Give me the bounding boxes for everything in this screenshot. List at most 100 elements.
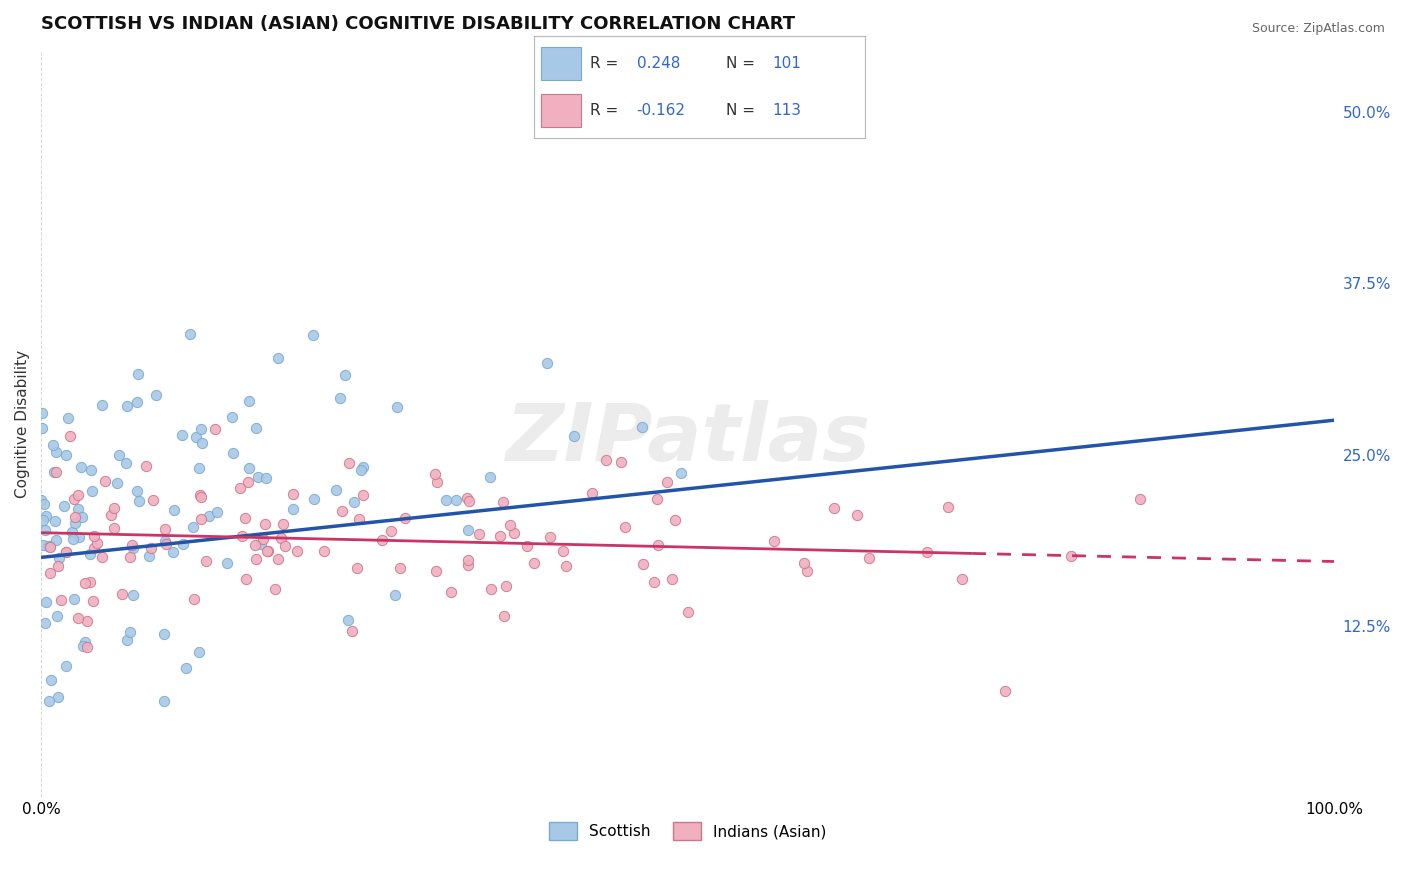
Point <box>1060 549 1083 563</box>
Point <box>254 471 277 485</box>
Point <box>337 613 360 627</box>
Point <box>346 561 368 575</box>
Point <box>46 690 69 704</box>
Point <box>762 534 785 549</box>
Point <box>503 525 526 540</box>
Point <box>523 557 546 571</box>
Point <box>39 673 62 687</box>
Point <box>643 575 665 590</box>
Point <box>70 460 93 475</box>
FancyBboxPatch shape <box>541 47 581 79</box>
Point <box>330 504 353 518</box>
Point <box>67 610 90 624</box>
Point <box>499 517 522 532</box>
Point <box>55 658 77 673</box>
Point <box>994 683 1017 698</box>
Point <box>664 513 686 527</box>
Point <box>83 529 105 543</box>
Point <box>42 465 65 479</box>
Point <box>352 460 374 475</box>
Point <box>63 516 86 530</box>
Point <box>187 645 209 659</box>
Point <box>267 552 290 566</box>
Point <box>343 494 366 508</box>
Point <box>105 476 128 491</box>
Point <box>115 399 138 413</box>
Point <box>195 554 218 568</box>
Point <box>267 351 290 365</box>
Point <box>39 539 62 553</box>
Point <box>46 558 69 573</box>
Point <box>235 573 257 587</box>
Point <box>179 326 201 341</box>
Point <box>44 514 66 528</box>
Point <box>145 388 167 402</box>
Point <box>538 530 561 544</box>
Point <box>153 534 176 549</box>
Point <box>516 539 538 553</box>
Point <box>256 544 278 558</box>
Point <box>281 487 304 501</box>
Point <box>138 549 160 563</box>
Point <box>111 587 134 601</box>
Point <box>66 488 89 502</box>
Point <box>329 391 352 405</box>
Point <box>796 564 818 578</box>
Point <box>32 538 55 552</box>
Y-axis label: Cognitive Disability: Cognitive Disability <box>15 350 30 498</box>
Point <box>56 410 79 425</box>
Point <box>394 510 416 524</box>
Point <box>495 579 517 593</box>
Point <box>221 410 243 425</box>
Point <box>100 508 122 522</box>
Text: ZIPatlas: ZIPatlas <box>505 400 870 477</box>
Point <box>1129 491 1152 506</box>
Text: SCOTTISH VS INDIAN (ASIAN) COGNITIVE DISABILITY CORRELATION CHART: SCOTTISH VS INDIAN (ASIAN) COGNITIVE DIS… <box>41 15 796 33</box>
Point <box>31 513 53 527</box>
Point <box>48 551 70 566</box>
Point <box>423 467 446 482</box>
Point <box>246 470 269 484</box>
Point <box>631 557 654 571</box>
Point <box>122 588 145 602</box>
Point <box>337 456 360 470</box>
Point <box>489 529 512 543</box>
Point <box>793 557 815 571</box>
Point <box>349 463 371 477</box>
Point <box>118 549 141 564</box>
Point <box>302 491 325 506</box>
Point <box>645 491 668 506</box>
Text: 113: 113 <box>772 103 801 118</box>
Point <box>655 475 678 489</box>
Point <box>457 552 479 566</box>
Text: -0.162: -0.162 <box>637 103 686 118</box>
Point <box>252 532 274 546</box>
Point <box>31 421 53 435</box>
Point <box>73 576 96 591</box>
Point <box>66 502 89 516</box>
Point <box>256 544 278 558</box>
Point <box>204 422 226 436</box>
Point <box>153 694 176 708</box>
Text: Source: ZipAtlas.com: Source: ZipAtlas.com <box>1251 22 1385 36</box>
Point <box>468 527 491 541</box>
Point <box>245 538 267 552</box>
Point <box>440 585 463 599</box>
Point <box>562 429 585 443</box>
Point <box>249 537 271 551</box>
Point <box>181 520 204 534</box>
Point <box>671 466 693 480</box>
Text: R =: R = <box>591 56 619 70</box>
Point <box>245 552 267 566</box>
Point <box>384 588 406 602</box>
Point <box>270 531 292 545</box>
Point <box>121 541 143 556</box>
Point <box>76 640 98 654</box>
Point <box>135 458 157 473</box>
Point <box>371 533 394 547</box>
Point <box>62 532 84 546</box>
Point <box>115 633 138 648</box>
Point <box>115 456 138 470</box>
FancyBboxPatch shape <box>541 95 581 127</box>
Point <box>59 429 82 443</box>
